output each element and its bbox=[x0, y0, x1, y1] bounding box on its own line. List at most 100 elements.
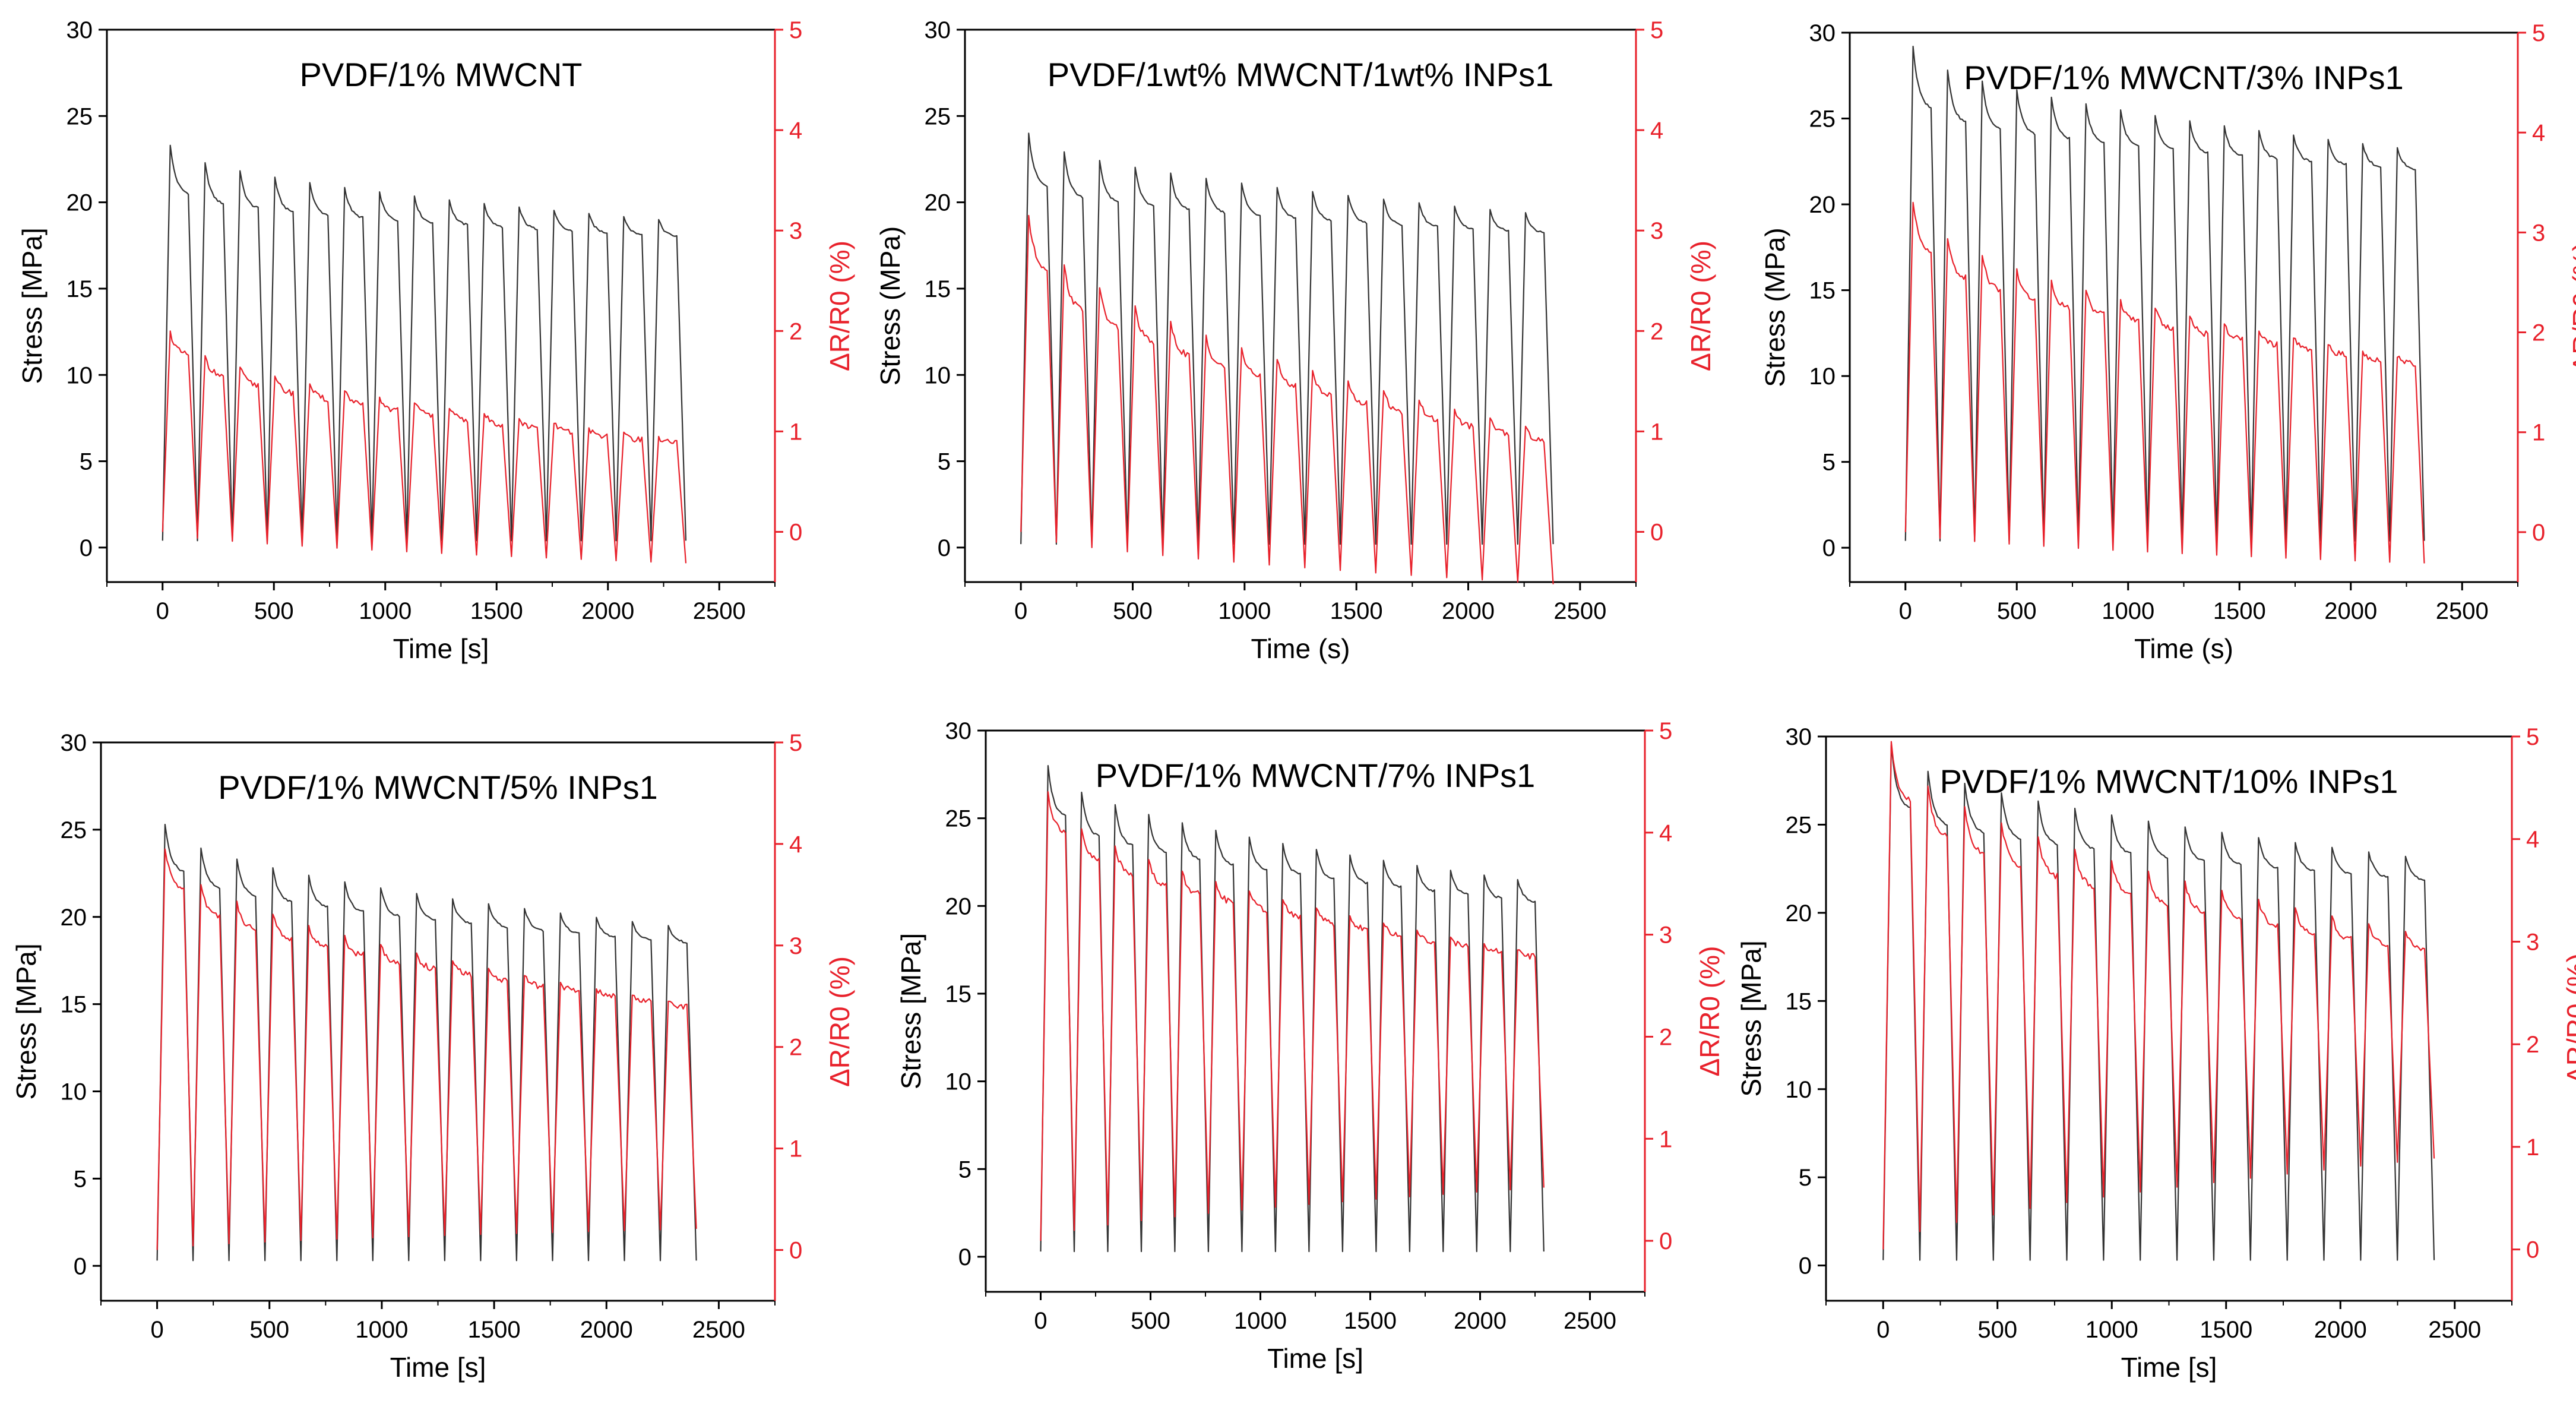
y2-tick-label: 4 bbox=[789, 832, 802, 858]
y2-tick-label: 5 bbox=[2526, 724, 2539, 750]
x-tick-label: 2500 bbox=[2428, 1317, 2481, 1343]
y-tick-label: 15 bbox=[1809, 278, 1836, 304]
y-tick-label: 5 bbox=[1799, 1165, 1812, 1191]
y2-tick-label: 3 bbox=[789, 218, 802, 244]
x-tick-label: 500 bbox=[1997, 598, 2037, 624]
y-tick-label: 15 bbox=[925, 276, 951, 302]
y2-tick-label: 1 bbox=[789, 419, 802, 445]
x-tick-label: 1500 bbox=[2213, 598, 2266, 624]
y2-tick-label: 1 bbox=[789, 1136, 802, 1162]
y2-tick-label: 3 bbox=[789, 933, 802, 959]
chart-title: PVDF/1% MWCNT/7% INPs1 bbox=[1096, 757, 1536, 794]
x-tick-label: 2000 bbox=[1442, 598, 1495, 624]
y-tick-label: 10 bbox=[1786, 1077, 1812, 1103]
y2-tick-label: 2 bbox=[789, 318, 802, 344]
y-tick-label: 30 bbox=[1809, 20, 1836, 46]
y2-tick-label: 1 bbox=[2532, 420, 2545, 446]
y-axis-title: Stress [MPa] bbox=[11, 943, 42, 1099]
x-tick-label: 500 bbox=[249, 1317, 289, 1343]
y2-axis-title: ΔR/R0 (%) bbox=[824, 241, 855, 371]
chart-title: PVDF/1% MWCNT/3% INPs1 bbox=[1964, 59, 2404, 96]
y-tick-label: 5 bbox=[1822, 450, 1836, 476]
y2-tick-label: 5 bbox=[789, 17, 802, 43]
x-tick-label: 0 bbox=[156, 598, 169, 624]
y-tick-label: 25 bbox=[1786, 812, 1812, 838]
y2-tick-label: 3 bbox=[1650, 218, 1663, 244]
x-tick-label: 500 bbox=[1977, 1317, 2017, 1343]
x-tick-label: 2000 bbox=[2324, 598, 2377, 624]
x-axis-title: Time [s] bbox=[2121, 1352, 2217, 1383]
y-tick-label: 10 bbox=[61, 1079, 87, 1105]
y-tick-label: 15 bbox=[945, 981, 972, 1007]
y2-tick-label: 3 bbox=[2532, 220, 2545, 246]
y-tick-label: 0 bbox=[1799, 1253, 1812, 1279]
x-axis-title: Time [s] bbox=[1267, 1343, 1363, 1374]
y2-tick-label: 4 bbox=[2532, 120, 2545, 146]
resistance-series-line bbox=[1904, 201, 2425, 564]
y2-tick-label: 1 bbox=[1650, 419, 1663, 445]
y2-tick-label: 1 bbox=[2526, 1134, 2539, 1161]
x-axis-title: Time (s) bbox=[1251, 633, 1350, 664]
x-tick-label: 1500 bbox=[468, 1317, 521, 1343]
x-axis-title: Time (s) bbox=[2134, 633, 2233, 664]
x-tick-label: 1500 bbox=[2200, 1317, 2252, 1343]
chart-panel-6: 0 500 1000 1500 2000 2500 0 5 10 15 20 25 30 0 1 2 3 4 5 Ti… bbox=[1736, 724, 2576, 1383]
y2-tick-label: 4 bbox=[2526, 827, 2539, 853]
y-tick-label: 0 bbox=[74, 1253, 87, 1279]
x-tick-label: 2000 bbox=[580, 1317, 633, 1343]
y-tick-label: 0 bbox=[80, 535, 93, 561]
y-tick-label: 5 bbox=[938, 449, 951, 475]
x-tick-label: 500 bbox=[1131, 1308, 1170, 1334]
x-tick-label: 1000 bbox=[2086, 1317, 2138, 1343]
y-tick-label: 20 bbox=[1786, 900, 1812, 927]
y2-tick-label: 0 bbox=[2526, 1237, 2539, 1263]
x-tick-label: 0 bbox=[1876, 1317, 1890, 1343]
y2-tick-label: 2 bbox=[2532, 320, 2545, 346]
resistance-series-line bbox=[156, 848, 697, 1250]
x-tick-label: 500 bbox=[254, 598, 294, 624]
y-tick-label: 0 bbox=[1822, 535, 1836, 561]
y-tick-label: 30 bbox=[61, 730, 87, 756]
chart-panel-3: 0 500 1000 1500 2000 2500 0 5 10 15 20 25 30 0 1 2 3 4 5 Ti… bbox=[1759, 20, 2576, 664]
y-tick-label: 15 bbox=[67, 276, 93, 302]
y2-tick-label: 0 bbox=[789, 519, 802, 545]
y-tick-label: 25 bbox=[67, 103, 93, 129]
y2-tick-label: 3 bbox=[2526, 929, 2539, 955]
x-tick-label: 1000 bbox=[359, 598, 412, 624]
x-tick-label: 0 bbox=[1014, 598, 1027, 624]
x-tick-label: 1000 bbox=[355, 1317, 408, 1343]
chart-panel-1: 0 500 1000 1500 2000 2500 0 5 10 15 20 25 30 0 1 2 3 4 5 Ti… bbox=[17, 17, 855, 664]
y-axis-title: Stress [MPa] bbox=[1736, 940, 1767, 1096]
y2-axis-title: ΔR/R0 (%) bbox=[824, 956, 855, 1087]
x-tick-label: 2500 bbox=[692, 1317, 745, 1343]
y-tick-label: 10 bbox=[1809, 363, 1836, 390]
y2-axis-title: ΔR/R0 (%) bbox=[2567, 242, 2576, 373]
y2-tick-label: 4 bbox=[1650, 118, 1663, 144]
y-tick-label: 5 bbox=[958, 1156, 971, 1183]
y-tick-label: 30 bbox=[1786, 724, 1812, 750]
y-axis-title: Stress [MPa] bbox=[895, 933, 926, 1089]
x-tick-label: 2500 bbox=[2436, 598, 2489, 624]
y-tick-label: 25 bbox=[61, 817, 87, 843]
y-axis-title: Stress (MPa) bbox=[1759, 227, 1790, 387]
x-tick-label: 1500 bbox=[1344, 1308, 1397, 1334]
y-tick-label: 25 bbox=[945, 806, 972, 832]
y2-tick-label: 5 bbox=[2532, 20, 2545, 46]
y-tick-label: 15 bbox=[1786, 988, 1812, 1014]
y2-tick-label: 5 bbox=[1650, 17, 1663, 43]
y-tick-label: 20 bbox=[61, 905, 87, 931]
y-tick-label: 20 bbox=[925, 190, 951, 216]
y2-tick-label: 0 bbox=[1650, 519, 1663, 545]
chart-title: PVDF/1wt% MWCNT/1wt% INPs1 bbox=[1048, 56, 1554, 93]
y-axis-title: Stress [MPa] bbox=[17, 227, 48, 384]
y-tick-label: 20 bbox=[1809, 192, 1836, 218]
x-tick-label: 2000 bbox=[1454, 1308, 1507, 1334]
y-tick-label: 0 bbox=[938, 535, 951, 561]
x-tick-label: 2000 bbox=[2314, 1317, 2367, 1343]
x-tick-label: 500 bbox=[1113, 598, 1153, 624]
x-tick-label: 0 bbox=[1899, 598, 1912, 624]
y2-axis-title: ΔR/R0 (%) bbox=[2561, 953, 2576, 1084]
y-tick-label: 10 bbox=[945, 1069, 972, 1095]
y2-tick-label: 2 bbox=[2526, 1032, 2539, 1058]
